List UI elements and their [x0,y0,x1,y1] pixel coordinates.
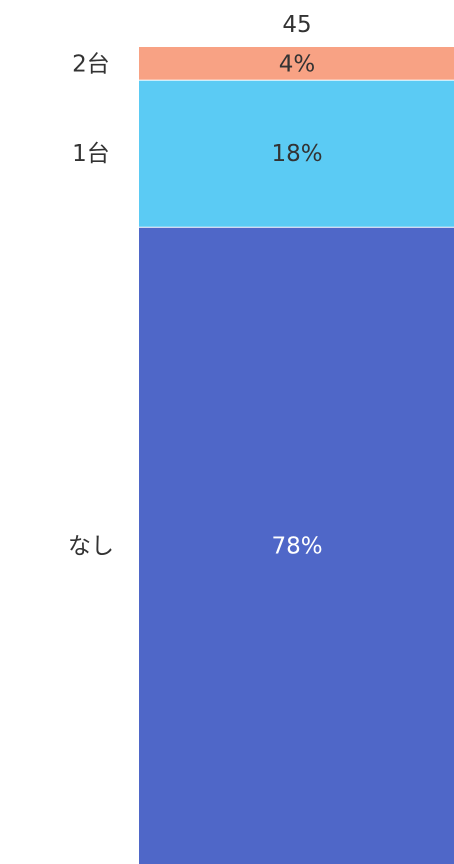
value-label-segment-1: 78% [271,533,322,559]
bar-segment-2 [139,79,454,227]
bar-segment-3 [139,47,454,80]
category-label-segment-2: 1台 [72,141,110,167]
labels-layer: 78% なし 18% 1台 4% 2台 [68,51,323,559]
category-label-segment-1: なし [68,533,114,559]
bars-layer [139,47,454,864]
separator-segment-1 [139,225,454,228]
category-label-segment-3: 2台 [72,51,110,77]
bar-segment-1 [139,226,454,864]
value-label-segment-3: 4% [279,51,316,77]
total-label: 45 [282,12,311,38]
value-label-segment-2: 18% [271,141,322,167]
